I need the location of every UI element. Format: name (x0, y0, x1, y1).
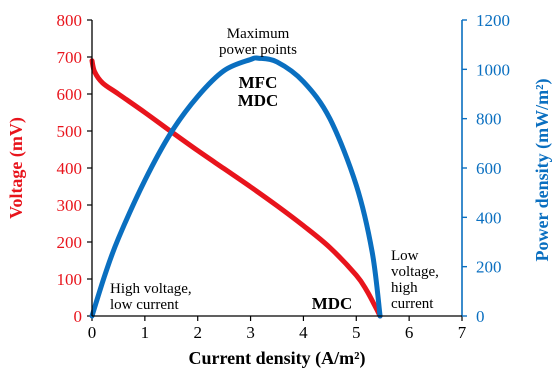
y-right-axis-title: Power density (mW/m²) (532, 78, 553, 261)
x-tick-label: 5 (352, 323, 361, 342)
power-density-series-line (89, 55, 383, 319)
annotation-max-power-line1: Maximum (227, 26, 290, 42)
y-left-tick-label: 600 (57, 85, 83, 104)
y-left-tick-label: 300 (57, 196, 83, 215)
y-right-tick-label: 200 (476, 258, 502, 277)
x-tick-label: 1 (141, 323, 150, 342)
annotation-low-voltage-line4: current (391, 296, 434, 312)
annotation-mdc-top: MDC (238, 91, 279, 110)
y-right-tick-label: 0 (476, 307, 485, 326)
annotation-mdc-bottom: MDC (312, 294, 353, 313)
series-layer (89, 55, 383, 319)
y-right-tick-label: 800 (476, 110, 502, 129)
y-left-tick-label: 100 (57, 270, 83, 289)
x-tick-label: 4 (299, 323, 308, 342)
voltage-series-line (89, 58, 383, 319)
ticks-layer: 0 1 2 3 4 5 6 701002003004005006007008000200400… (57, 11, 511, 342)
x-axis-title: Current density (A/m²) (188, 348, 365, 369)
x-tick-label: 2 (193, 323, 202, 342)
annotation-high-voltage-line1: High voltage, (110, 281, 192, 297)
annotation-low-voltage-line2: voltage, (391, 264, 439, 280)
annotation-low-voltage-line3: high (391, 280, 418, 296)
x-tick-label: 0 (88, 323, 97, 342)
annotation-high-voltage-line2: low current (110, 297, 180, 313)
y-left-tick-label: 200 (57, 233, 83, 252)
y-left-tick-label: 700 (57, 48, 83, 67)
y-right-tick-label: 400 (476, 208, 502, 227)
annotation-low-voltage-line1: Low (391, 248, 419, 264)
y-right-tick-label: 1200 (476, 11, 510, 30)
annotation-max-power-line2: power points (219, 42, 297, 58)
y-left-tick-label: 400 (57, 159, 83, 178)
y-right-tick-label: 1000 (476, 60, 510, 79)
y-left-tick-label: 800 (57, 11, 83, 30)
y-left-tick-label: 0 (74, 307, 83, 326)
y-left-axis-title: Voltage (mV) (6, 117, 27, 219)
annotation-mfc: MFC (239, 73, 278, 92)
y-right-tick-label: 600 (476, 159, 502, 178)
x-tick-label: 6 (405, 323, 414, 342)
y-left-tick-label: 500 (57, 122, 83, 141)
x-tick-label: 3 (246, 323, 255, 342)
x-tick-label: 7 (458, 323, 467, 342)
